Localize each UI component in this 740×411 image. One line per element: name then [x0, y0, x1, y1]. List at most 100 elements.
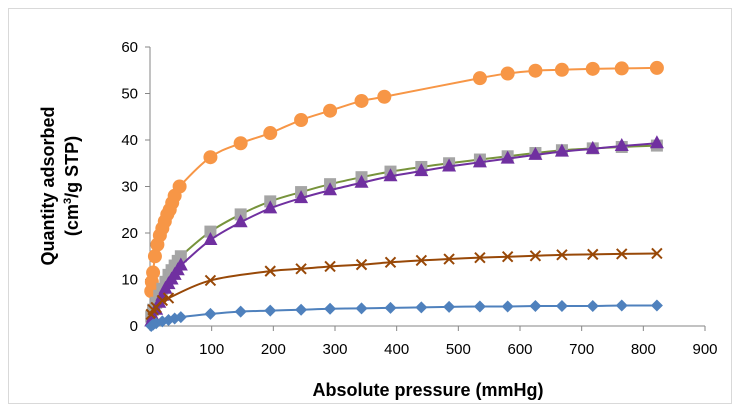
data-point — [203, 150, 218, 165]
data-point — [323, 182, 338, 196]
data-point — [528, 63, 543, 78]
data-point — [415, 301, 428, 314]
data-point — [650, 299, 663, 312]
data-point — [264, 304, 277, 317]
y-tick-label: 60 — [121, 39, 138, 56]
data-point — [651, 247, 663, 260]
y-tick-label: 20 — [121, 225, 138, 242]
data-point — [383, 168, 398, 182]
data-point — [295, 303, 308, 316]
x-tick-label: 900 — [692, 341, 717, 358]
series-line — [150, 66, 657, 292]
data-point — [649, 135, 664, 149]
data-point — [377, 89, 392, 104]
data-point — [472, 71, 487, 86]
data-point — [614, 138, 629, 152]
data-point — [472, 154, 487, 168]
data-point — [585, 140, 600, 154]
x-tick-label: 100 — [199, 341, 224, 358]
x-axis-title: Absolute pressure (mmHg) — [312, 380, 543, 400]
x-tick-label: 200 — [261, 341, 286, 358]
data-point — [554, 62, 569, 77]
y-axis-title-suffix: /g STP) — [62, 136, 82, 198]
data-point — [234, 305, 247, 318]
data-point — [162, 292, 175, 304]
data-point — [529, 300, 542, 313]
data-point — [501, 251, 514, 263]
data-point — [501, 300, 514, 313]
y-tick-label: 40 — [121, 132, 138, 149]
data-point — [204, 274, 217, 287]
data-point — [585, 61, 600, 76]
data-point — [294, 113, 309, 128]
y-axis-title-group: Quantity adsorbed (cm3/g STP) — [38, 106, 82, 265]
x-tick-label: 600 — [507, 341, 532, 358]
chart-frame — [8, 8, 732, 404]
y-axis-title-line1: Quantity adsorbed — [38, 106, 58, 265]
data-point — [554, 143, 569, 157]
data-point — [147, 249, 162, 264]
series-line — [150, 144, 657, 317]
y-axis-title-prefix: (cm — [62, 204, 82, 236]
data-point — [204, 307, 217, 320]
data-point — [500, 150, 515, 164]
data-point — [555, 300, 568, 313]
data-point — [152, 294, 167, 308]
data-point — [233, 136, 248, 151]
data-point — [324, 302, 337, 315]
x-tick-label: 0 — [146, 341, 154, 358]
data-point — [355, 258, 368, 271]
data-point — [174, 311, 187, 324]
data-point — [615, 299, 628, 312]
data-point — [384, 301, 397, 314]
x-tick-label: 300 — [322, 341, 347, 358]
data-point — [323, 103, 338, 118]
data-point — [263, 200, 278, 214]
y-axis-title-superscript: 3 — [62, 198, 74, 204]
data-point — [384, 256, 397, 269]
data-point — [172, 179, 187, 194]
data-point — [263, 126, 278, 141]
data-point — [649, 60, 664, 75]
data-point — [354, 93, 369, 108]
y-tick-label: 10 — [121, 272, 138, 289]
data-point — [529, 250, 542, 262]
series-line — [150, 304, 657, 327]
data-point — [146, 265, 161, 280]
data-point — [233, 214, 248, 228]
data-point — [174, 250, 187, 263]
y-tick-label: 50 — [121, 86, 138, 103]
y-tick-label: 0 — [130, 318, 138, 335]
series-0 — [144, 60, 664, 299]
data-point — [324, 260, 336, 273]
data-point — [295, 263, 307, 275]
x-tick-label: 800 — [631, 341, 656, 358]
data-point — [264, 265, 276, 277]
y-axis-title-line2: (cm3/g STP) — [62, 136, 82, 236]
data-point — [354, 174, 369, 188]
series-layer — [144, 60, 664, 332]
data-point — [294, 190, 309, 204]
data-point — [415, 254, 428, 267]
data-point — [586, 300, 599, 313]
data-point — [156, 294, 169, 307]
data-point — [443, 300, 456, 313]
data-point — [528, 146, 543, 160]
data-point — [556, 249, 568, 261]
x-tick-label: 500 — [446, 341, 471, 358]
data-point — [587, 248, 599, 261]
data-point — [442, 158, 457, 172]
data-point — [204, 225, 217, 238]
data-point — [500, 66, 515, 81]
y-tick-label: 30 — [121, 179, 138, 196]
data-point — [473, 300, 486, 313]
data-point — [203, 231, 218, 245]
data-point — [474, 251, 486, 264]
x-tick-label: 700 — [569, 341, 594, 358]
series-3 — [145, 247, 663, 321]
data-point — [614, 61, 629, 76]
data-point — [414, 163, 429, 177]
data-point — [173, 257, 188, 271]
data-point — [355, 302, 368, 315]
